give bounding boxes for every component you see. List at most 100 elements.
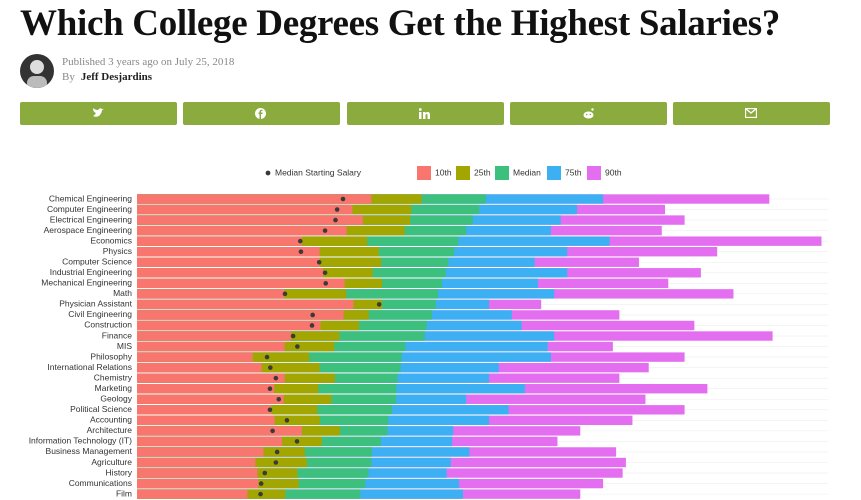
starting-salary-dot — [282, 291, 288, 297]
starting-salary-dot — [262, 470, 268, 476]
y-tick-label: MIS — [117, 341, 132, 351]
y-tick-label: Agriculture — [91, 457, 132, 467]
bar-segment — [137, 257, 320, 267]
author-avatar — [20, 54, 54, 88]
share-email[interactable] — [673, 102, 830, 125]
y-tick-label: Construction — [84, 320, 132, 330]
starting-salary-dot — [267, 407, 273, 413]
y-tick-label: Finance — [102, 330, 133, 340]
bar-segment — [137, 194, 372, 204]
bar-segment — [137, 289, 285, 299]
y-tick-label: Film — [116, 488, 132, 498]
starting-salary-dot — [264, 354, 270, 360]
bar-segment — [137, 478, 259, 489]
byline: By Jeff Desjardins — [62, 71, 152, 83]
bar-segment — [137, 331, 291, 341]
starting-salary-dot — [322, 270, 328, 276]
legend-swatch — [587, 166, 601, 180]
author-name[interactable]: Jeff Desjardins — [80, 71, 153, 83]
bar-segment — [137, 310, 344, 320]
y-tick-label: Architecture — [87, 425, 133, 435]
y-tick-label: Physician Assistant — [59, 299, 132, 309]
starting-salary-dot — [274, 449, 280, 455]
bar-segment — [137, 405, 272, 415]
y-tick-label: Computer Engineering — [47, 204, 132, 214]
bar-segment — [137, 215, 363, 225]
starting-salary-dot — [316, 259, 322, 265]
y-tick-label: Civil Engineering — [68, 309, 132, 319]
legend-marker — [265, 170, 271, 176]
y-tick-label: Industrial Engineering — [50, 267, 132, 277]
article-title: Which College Degrees Get the Highest Sa… — [20, 3, 781, 44]
bar-segment — [137, 489, 248, 499]
bar-segment — [137, 247, 320, 257]
bar-segment — [137, 278, 345, 289]
y-tick-label: Accounting — [90, 415, 132, 425]
legend-label: 10th — [435, 167, 452, 177]
share-linkedin[interactable] — [347, 102, 504, 125]
starting-salary-dot — [273, 460, 279, 465]
bar-segment — [137, 236, 302, 246]
share-facebook[interactable] — [183, 102, 340, 125]
y-tick-label: Marketing — [95, 383, 133, 393]
y-tick-label: Aerospace Engineering — [44, 225, 133, 235]
starting-salary-dot — [284, 418, 290, 423]
y-tick-label: Mechanical Engineering — [41, 278, 132, 288]
avatar-image — [27, 60, 47, 88]
starting-salary-dot — [258, 491, 263, 497]
bar-segment — [137, 426, 302, 436]
linkedin-icon — [419, 108, 430, 119]
starting-salary-dot — [258, 481, 264, 486]
bar-segment — [137, 394, 284, 404]
bar-segment — [137, 320, 321, 331]
starting-salary-dot — [310, 312, 315, 318]
y-tick-label: Geology — [100, 394, 132, 404]
y-tick-label: History — [106, 467, 133, 477]
starting-salary-dot — [376, 302, 382, 307]
y-tick-label: Chemical Engineering — [49, 193, 132, 203]
reddit-icon — [583, 108, 594, 119]
legend-label: 90th — [605, 167, 622, 177]
legend-swatch — [456, 166, 470, 180]
bar-segment — [137, 299, 354, 310]
bar-segment — [137, 362, 262, 373]
bar-segment — [137, 447, 264, 457]
bar-segment — [137, 436, 283, 447]
y-tick-label: Economics — [90, 235, 132, 245]
starting-salary-dot — [276, 396, 282, 402]
publish-date: Published 3 years ago on July 25, 2018 — [62, 56, 235, 68]
byline-prefix: By — [62, 71, 75, 83]
bar-segment — [137, 415, 275, 426]
starting-salary-dot — [290, 333, 296, 339]
starting-salary-dot — [297, 238, 303, 244]
bar-segment — [137, 457, 256, 468]
legend-label: 25th — [474, 167, 491, 177]
y-tick-label: Physics — [103, 246, 132, 256]
y-tick-label: Math — [113, 288, 132, 298]
starting-salary-dot — [322, 228, 328, 233]
y-tick-label: Philosophy — [90, 351, 132, 361]
starting-salary-dot — [273, 375, 279, 381]
starting-salary-dot — [333, 217, 338, 223]
facebook-icon — [255, 108, 266, 119]
starting-salary-dot — [323, 281, 329, 286]
legend-label: Median — [513, 167, 541, 177]
y-tick-label: Computer Science — [62, 256, 132, 266]
legend-swatch — [417, 166, 431, 180]
bar-segment — [137, 225, 347, 236]
legend-label: 75th — [565, 167, 582, 177]
bar-segment — [137, 204, 353, 215]
share-reddit[interactable] — [510, 102, 667, 125]
share-twitter[interactable] — [20, 102, 177, 125]
y-tick-label: International Relations — [47, 362, 132, 372]
legend-swatch — [495, 166, 509, 180]
bar-segment — [137, 373, 285, 383]
legend-label: Median Starting Salary — [275, 167, 362, 177]
bar-segment — [137, 352, 253, 362]
starting-salary-dot — [270, 428, 275, 434]
y-tick-label: Business Management — [46, 446, 133, 456]
email-icon — [745, 108, 757, 118]
chart: Median Starting Salary 10th 25th Median 75th… — [29, 166, 828, 499]
starting-salary-dot — [268, 365, 273, 370]
y-tick-label: Electrical Engineering — [50, 214, 132, 224]
